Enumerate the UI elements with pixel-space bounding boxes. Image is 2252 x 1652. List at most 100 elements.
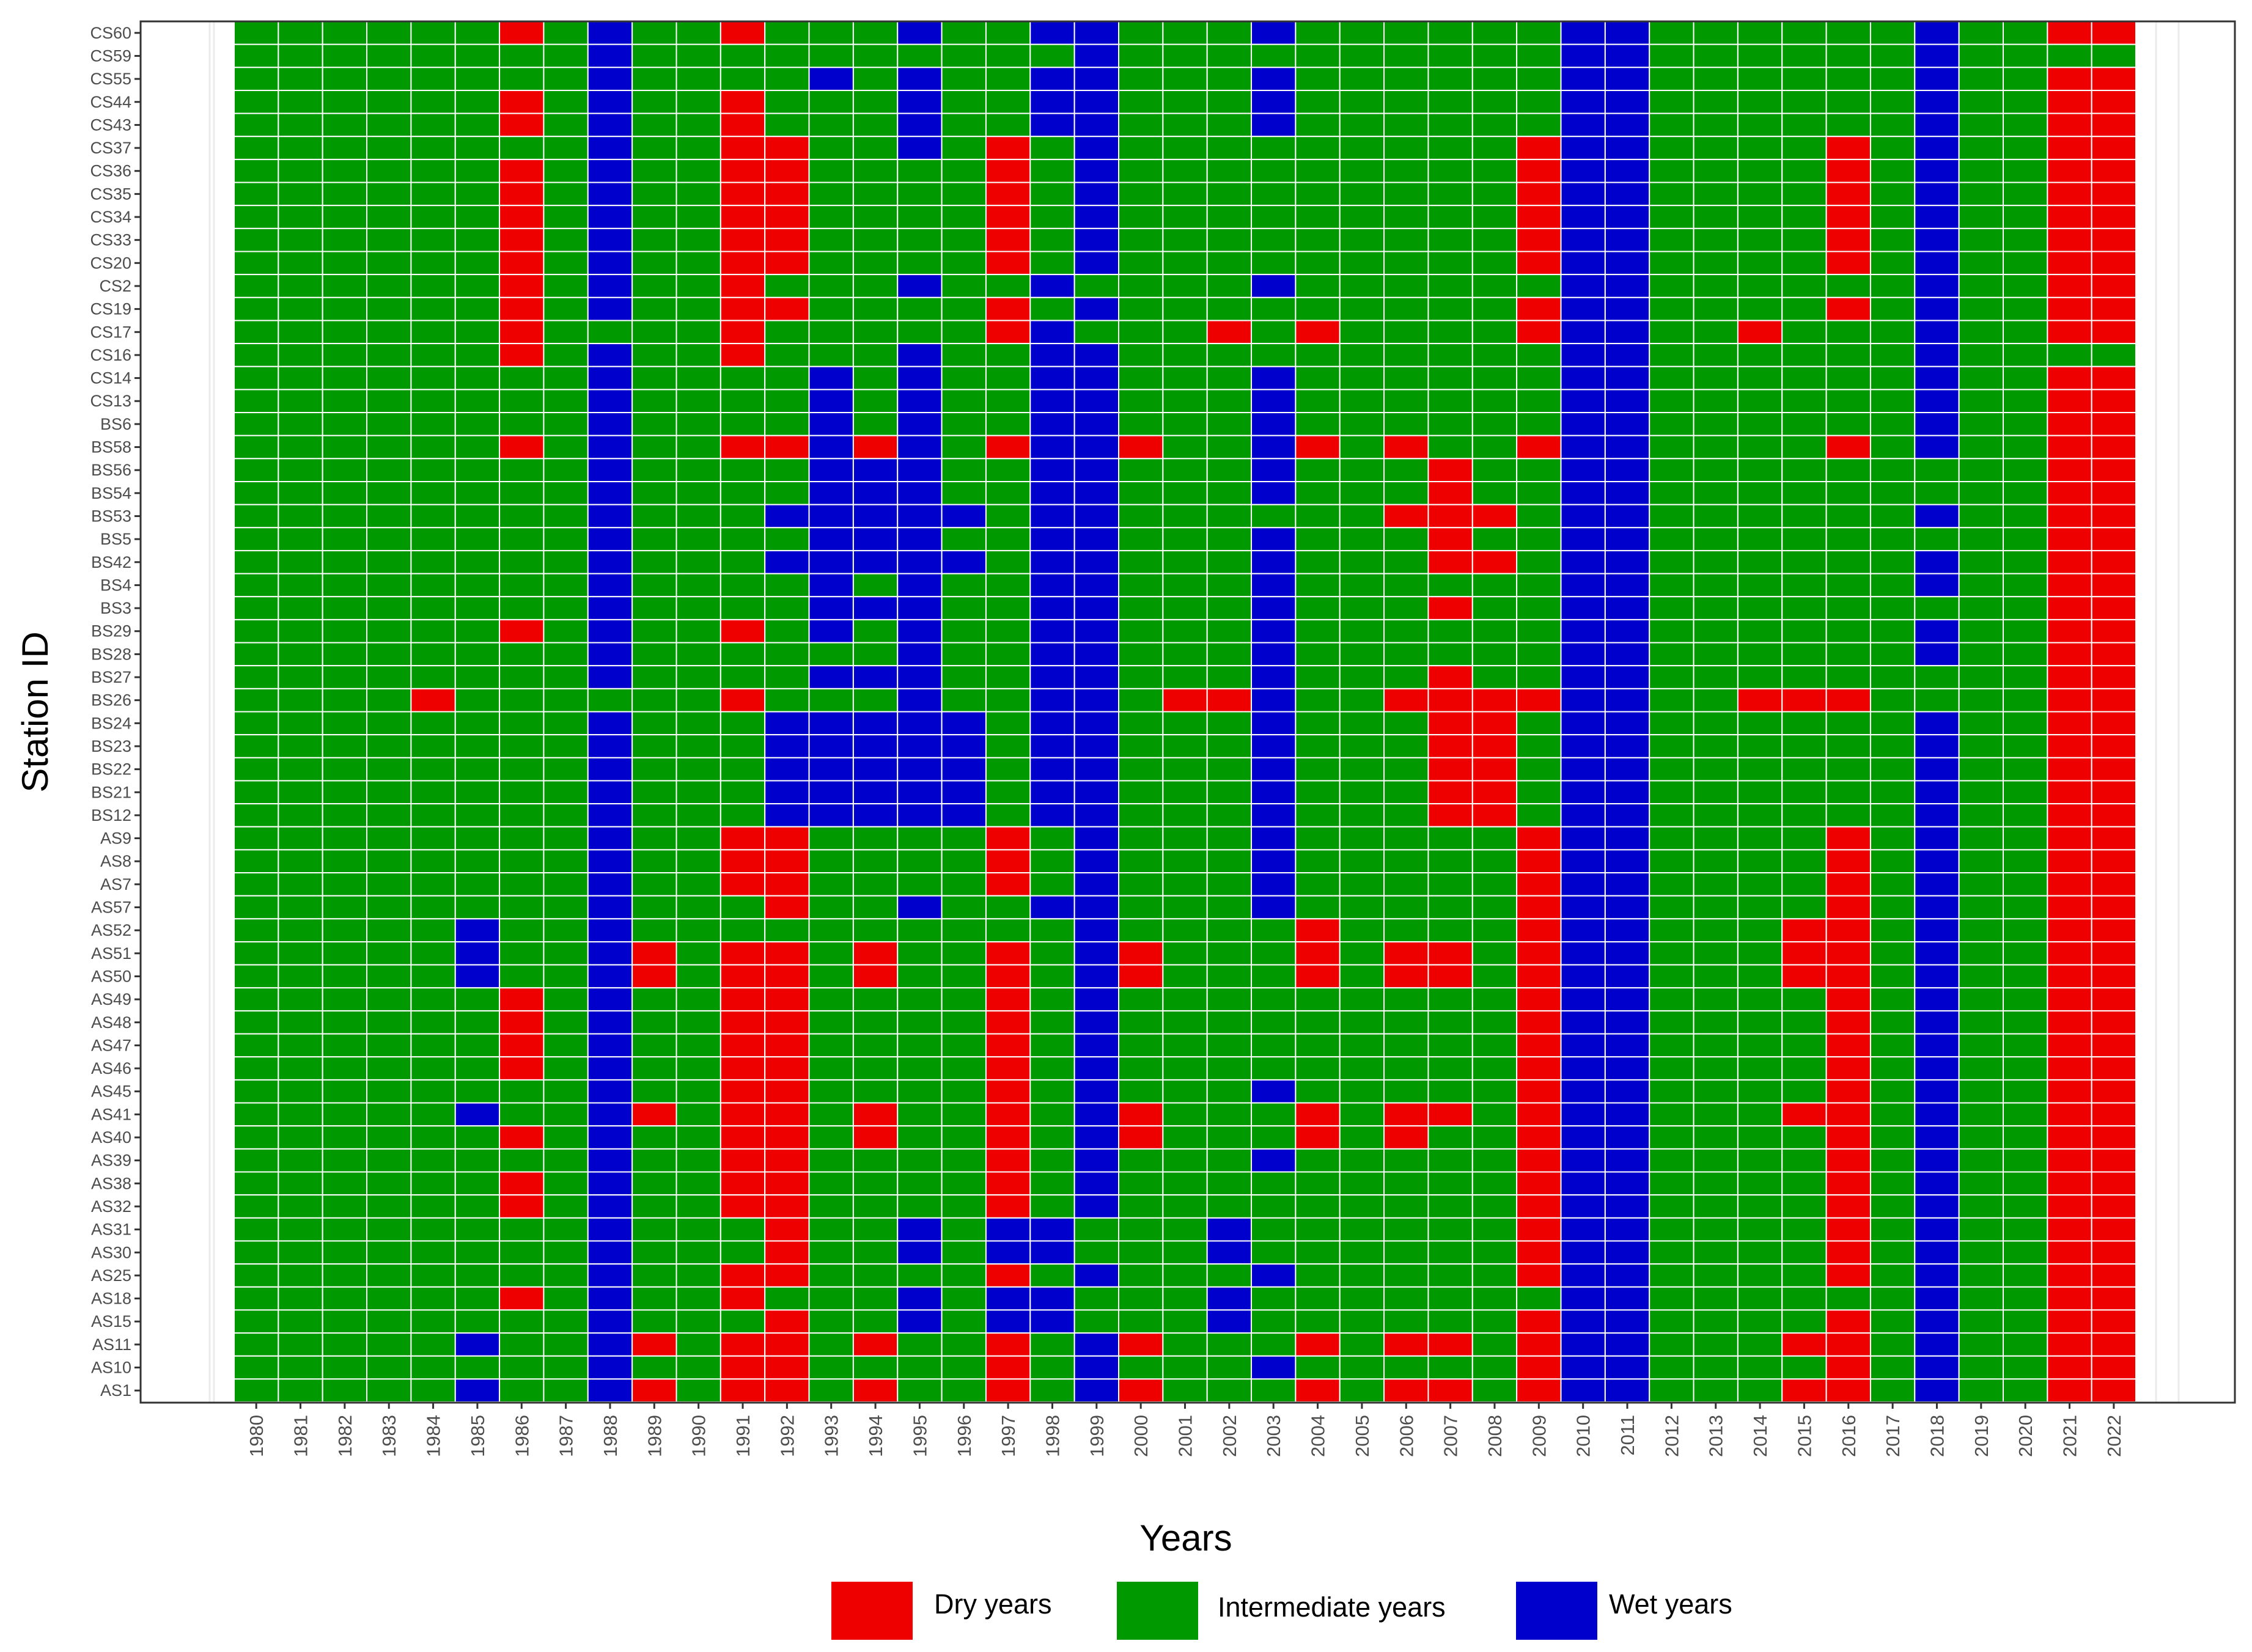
heatmap-tile: [1383, 136, 1429, 160]
heatmap-tile: [808, 642, 854, 667]
heatmap-tile: [587, 1194, 633, 1219]
heatmap-tile: [1516, 205, 1562, 229]
heatmap-tile: [1029, 1125, 1075, 1150]
heatmap-tile: [1649, 872, 1695, 897]
heatmap-tile: [1516, 872, 1562, 897]
y-tick-label: AS25: [91, 1266, 131, 1285]
heatmap-tile: [1339, 872, 1385, 897]
heatmap-tile: [2091, 158, 2137, 183]
heatmap-tile: [543, 573, 589, 598]
y-tick-label: CS59: [90, 46, 131, 65]
heatmap-tile: [499, 1010, 545, 1035]
heatmap-tile: [1737, 1171, 1783, 1196]
heatmap-tile: [1295, 1332, 1341, 1357]
heatmap-tile: [454, 1332, 501, 1357]
heatmap-tile: [1560, 296, 1606, 321]
heatmap-tile: [1825, 849, 1871, 874]
heatmap-tile: [1206, 1102, 1253, 1127]
heatmap-tile: [985, 596, 1031, 620]
heatmap-tile: [2003, 665, 2048, 689]
heatmap-tile: [1825, 711, 1871, 736]
heatmap-tile: [1914, 158, 1960, 183]
heatmap-tile: [897, 711, 943, 736]
heatmap-tile: [675, 1240, 721, 1265]
heatmap-tile: [1958, 527, 2004, 551]
heatmap-tile: [985, 527, 1031, 551]
heatmap-tile: [1737, 1056, 1783, 1081]
heatmap-tile: [1029, 205, 1075, 229]
heatmap-tile: [852, 205, 899, 229]
heatmap-tile: [1206, 320, 1253, 345]
heatmap-tile: [1693, 365, 1739, 391]
heatmap-tile: [1383, 964, 1429, 989]
heatmap-tile: [1162, 205, 1208, 229]
heatmap-tile: [808, 941, 854, 966]
heatmap-tile: [1604, 780, 1650, 805]
heatmap-tile: [1781, 67, 1827, 91]
heatmap-tile: [410, 619, 456, 644]
heatmap-tile: [410, 481, 456, 505]
heatmap-tile: [2047, 803, 2092, 828]
x-tick-label: 2004: [1308, 1415, 1329, 1457]
heatmap-tile: [2047, 527, 2092, 551]
heatmap-tile: [1295, 205, 1341, 229]
heatmap-tile: [1471, 1194, 1518, 1219]
heatmap-tile: [985, 941, 1031, 966]
heatmap-tile: [2091, 43, 2137, 68]
heatmap-tile: [1162, 43, 1208, 68]
heatmap-tile: [1206, 895, 1253, 920]
heatmap-tile: [675, 251, 721, 276]
heatmap-tile: [1118, 89, 1164, 114]
heatmap-tile: [322, 1240, 368, 1265]
heatmap-tile: [366, 918, 412, 942]
heatmap-tile: [1781, 343, 1827, 367]
heatmap-tile: [1693, 757, 1739, 782]
heatmap-tile: [1251, 757, 1297, 782]
heatmap-tile: [1781, 642, 1827, 667]
heatmap-tile: [499, 665, 545, 689]
heatmap-tile: [410, 435, 456, 460]
heatmap-tile: [631, 688, 677, 713]
heatmap-tile: [454, 21, 501, 45]
heatmap-tile: [808, 435, 854, 460]
heatmap-tile: [1073, 1079, 1120, 1104]
y-tick-label: BS23: [91, 737, 131, 755]
heatmap-tile: [1737, 136, 1783, 160]
heatmap-tile: [941, 1079, 987, 1104]
heatmap-tile: [454, 1240, 501, 1265]
heatmap-tile: [719, 458, 766, 482]
heatmap-tile: [1206, 21, 1253, 45]
heatmap-tile: [808, 458, 854, 482]
heatmap-tile: [1118, 688, 1164, 713]
heatmap-tile: [897, 780, 943, 805]
heatmap-tile: [1693, 527, 1739, 551]
heatmap-tile: [941, 757, 987, 782]
heatmap-tile: [1781, 320, 1827, 345]
heatmap-tile: [941, 734, 987, 758]
heatmap-tile: [1339, 205, 1385, 229]
heatmap-tile: [234, 573, 279, 598]
heatmap-tile: [1251, 573, 1297, 598]
heatmap-tile: [278, 21, 323, 45]
heatmap-tile: [587, 182, 633, 207]
heatmap-tile: [322, 112, 368, 138]
heatmap-tile: [1471, 573, 1518, 598]
heatmap-tile: [852, 43, 899, 68]
heatmap-tile: [1251, 182, 1297, 207]
heatmap-tile: [1295, 734, 1341, 758]
heatmap-tile: [631, 1286, 677, 1311]
heatmap-tile: [2047, 1125, 2092, 1150]
heatmap-tile: [1693, 1286, 1739, 1311]
heatmap-tile: [322, 665, 368, 689]
heatmap-tile: [1073, 274, 1120, 298]
heatmap-tile: [1118, 43, 1164, 68]
heatmap-tile: [1471, 549, 1518, 575]
heatmap-tile: [1162, 1378, 1208, 1403]
heatmap-tile: [587, 389, 633, 414]
heatmap-tile: [1339, 389, 1385, 414]
y-tick-label: AS38: [91, 1174, 131, 1192]
heatmap-tile: [499, 596, 545, 620]
heatmap-tile: [675, 21, 721, 45]
heatmap-tile: [1383, 1194, 1429, 1219]
heatmap-tile: [1516, 803, 1562, 828]
